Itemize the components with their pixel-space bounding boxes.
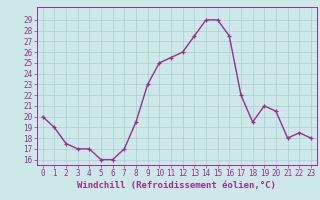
X-axis label: Windchill (Refroidissement éolien,°C): Windchill (Refroidissement éolien,°C) — [77, 181, 276, 190]
